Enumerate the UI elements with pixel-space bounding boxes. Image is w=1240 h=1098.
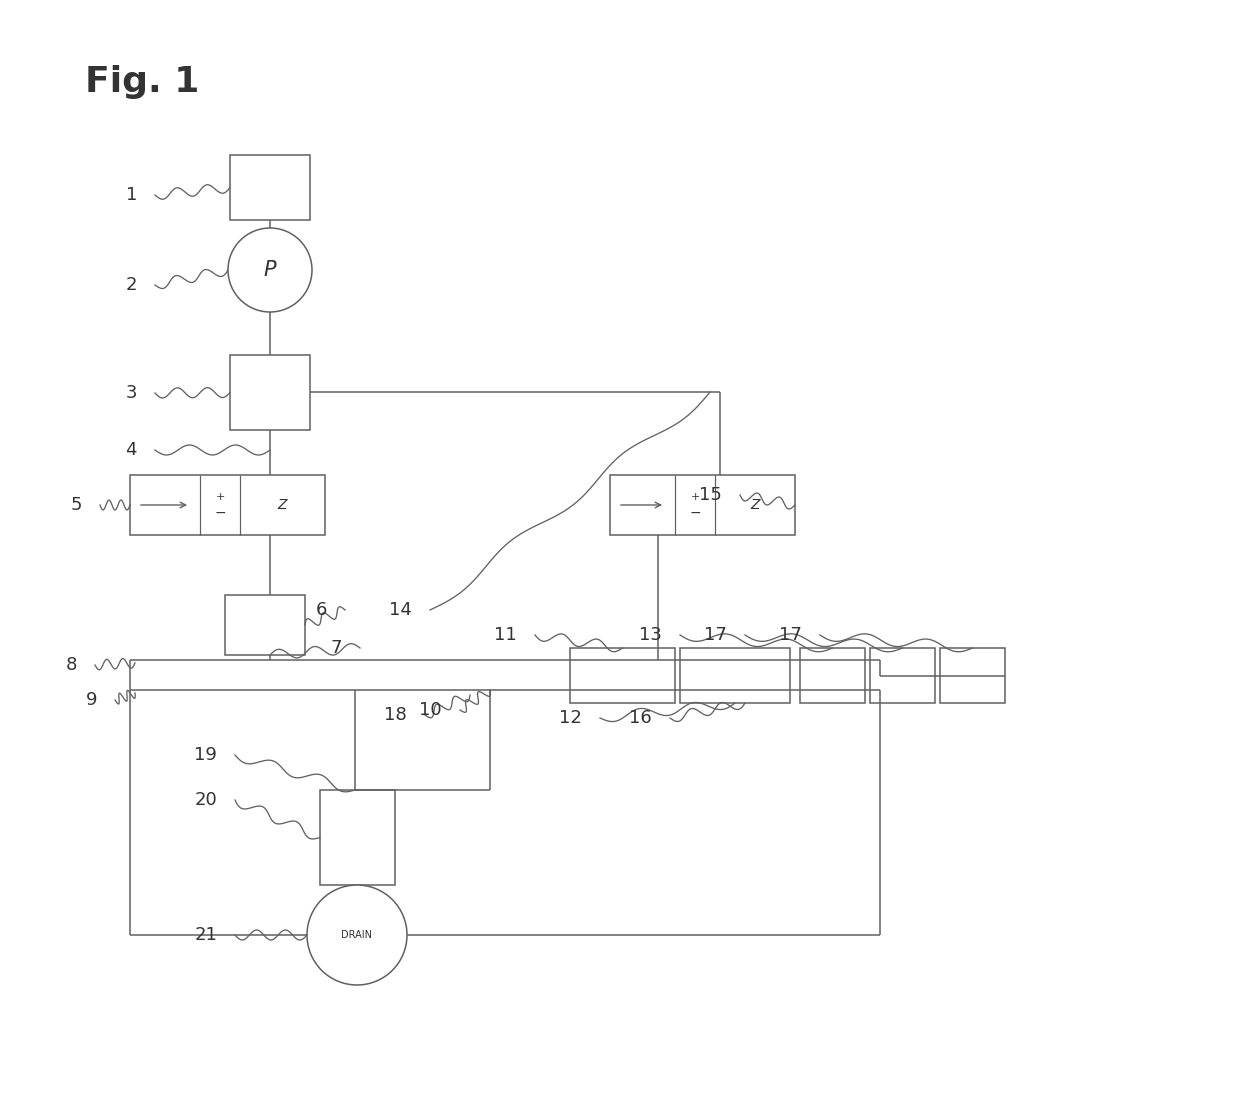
Text: 9: 9 bbox=[86, 691, 97, 709]
Text: 20: 20 bbox=[195, 791, 217, 809]
Text: Fig. 1: Fig. 1 bbox=[86, 65, 200, 99]
Bar bbox=[870, 648, 935, 703]
Text: 8: 8 bbox=[66, 656, 77, 674]
Circle shape bbox=[228, 228, 312, 312]
Text: 13: 13 bbox=[639, 626, 662, 645]
Text: 14: 14 bbox=[389, 601, 412, 619]
Text: 4: 4 bbox=[125, 441, 136, 459]
Text: Z: Z bbox=[750, 498, 760, 512]
Text: 19: 19 bbox=[195, 746, 217, 764]
Bar bbox=[229, 155, 310, 220]
Text: +: + bbox=[691, 492, 699, 502]
Bar bbox=[940, 648, 1004, 703]
Text: P: P bbox=[264, 260, 277, 280]
Circle shape bbox=[308, 885, 407, 985]
Text: 18: 18 bbox=[384, 706, 407, 724]
Text: 21: 21 bbox=[195, 926, 217, 944]
Text: 6: 6 bbox=[316, 601, 327, 619]
Text: 16: 16 bbox=[629, 709, 652, 727]
Text: −: − bbox=[215, 506, 226, 520]
Text: 15: 15 bbox=[699, 486, 722, 504]
Text: 17: 17 bbox=[779, 626, 802, 645]
Text: 10: 10 bbox=[419, 701, 441, 719]
Text: 2: 2 bbox=[125, 276, 136, 294]
Text: 11: 11 bbox=[495, 626, 517, 645]
Text: +: + bbox=[216, 492, 224, 502]
Bar bbox=[570, 648, 675, 703]
Bar bbox=[680, 648, 790, 703]
Text: 3: 3 bbox=[125, 384, 136, 402]
Text: DRAIN: DRAIN bbox=[341, 930, 372, 940]
Text: 1: 1 bbox=[125, 186, 136, 204]
Text: 5: 5 bbox=[71, 496, 82, 514]
Bar bbox=[229, 355, 310, 430]
Bar bbox=[610, 475, 795, 535]
Text: 7: 7 bbox=[331, 639, 342, 657]
Text: Z: Z bbox=[278, 498, 288, 512]
Bar bbox=[320, 789, 396, 885]
Text: 17: 17 bbox=[704, 626, 727, 645]
Bar bbox=[130, 475, 325, 535]
Text: −: − bbox=[689, 506, 701, 520]
Text: 12: 12 bbox=[559, 709, 582, 727]
Bar bbox=[800, 648, 866, 703]
Bar bbox=[224, 595, 305, 656]
